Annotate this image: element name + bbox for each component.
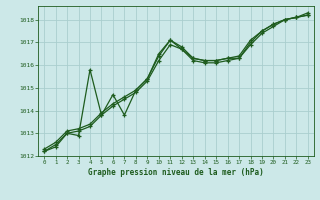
- X-axis label: Graphe pression niveau de la mer (hPa): Graphe pression niveau de la mer (hPa): [88, 168, 264, 177]
